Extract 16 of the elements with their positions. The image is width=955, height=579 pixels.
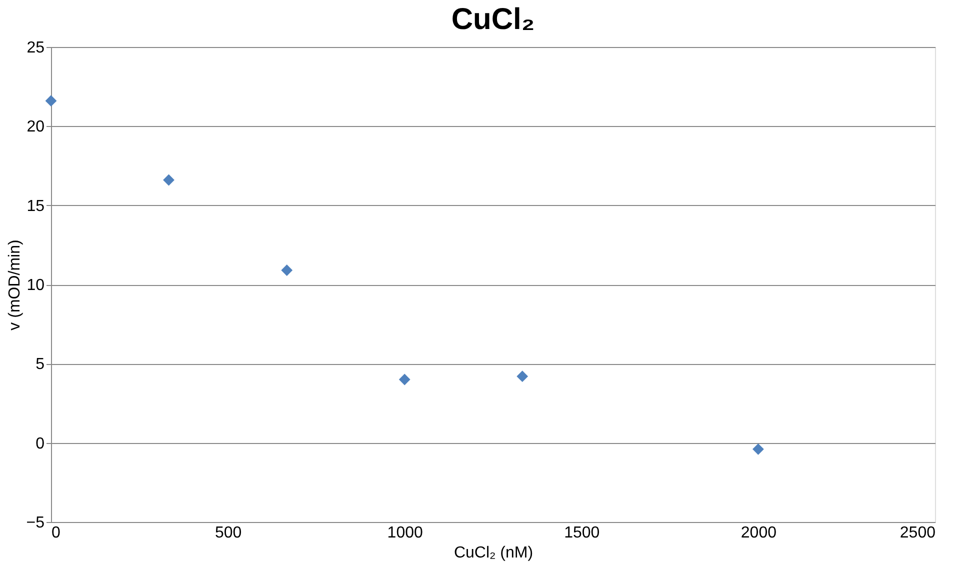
x-tick-label: 2000 bbox=[740, 524, 777, 542]
chart-title: CuCl₂ bbox=[451, 3, 535, 36]
x-tick-label: 1500 bbox=[564, 524, 600, 542]
x-axis-title: CuCl₂ (nM) bbox=[454, 544, 534, 562]
x-tick-label: 500 bbox=[214, 524, 242, 542]
y-tick-label: −5 bbox=[26, 514, 45, 532]
x-tick-label: 1000 bbox=[387, 524, 423, 542]
y-tick-label: 10 bbox=[26, 277, 45, 294]
y-tick-label: 5 bbox=[36, 356, 45, 374]
y-axis-title: v (mOD/min) bbox=[6, 240, 24, 330]
y-tick-label: 0 bbox=[36, 435, 45, 452]
x-tick-label: 0 bbox=[52, 524, 60, 542]
y-tick-label: 20 bbox=[26, 118, 45, 136]
y-tick-label: 25 bbox=[26, 40, 45, 56]
y-tick-label: 15 bbox=[26, 198, 45, 215]
x-tick-label: 2500 bbox=[900, 524, 936, 542]
